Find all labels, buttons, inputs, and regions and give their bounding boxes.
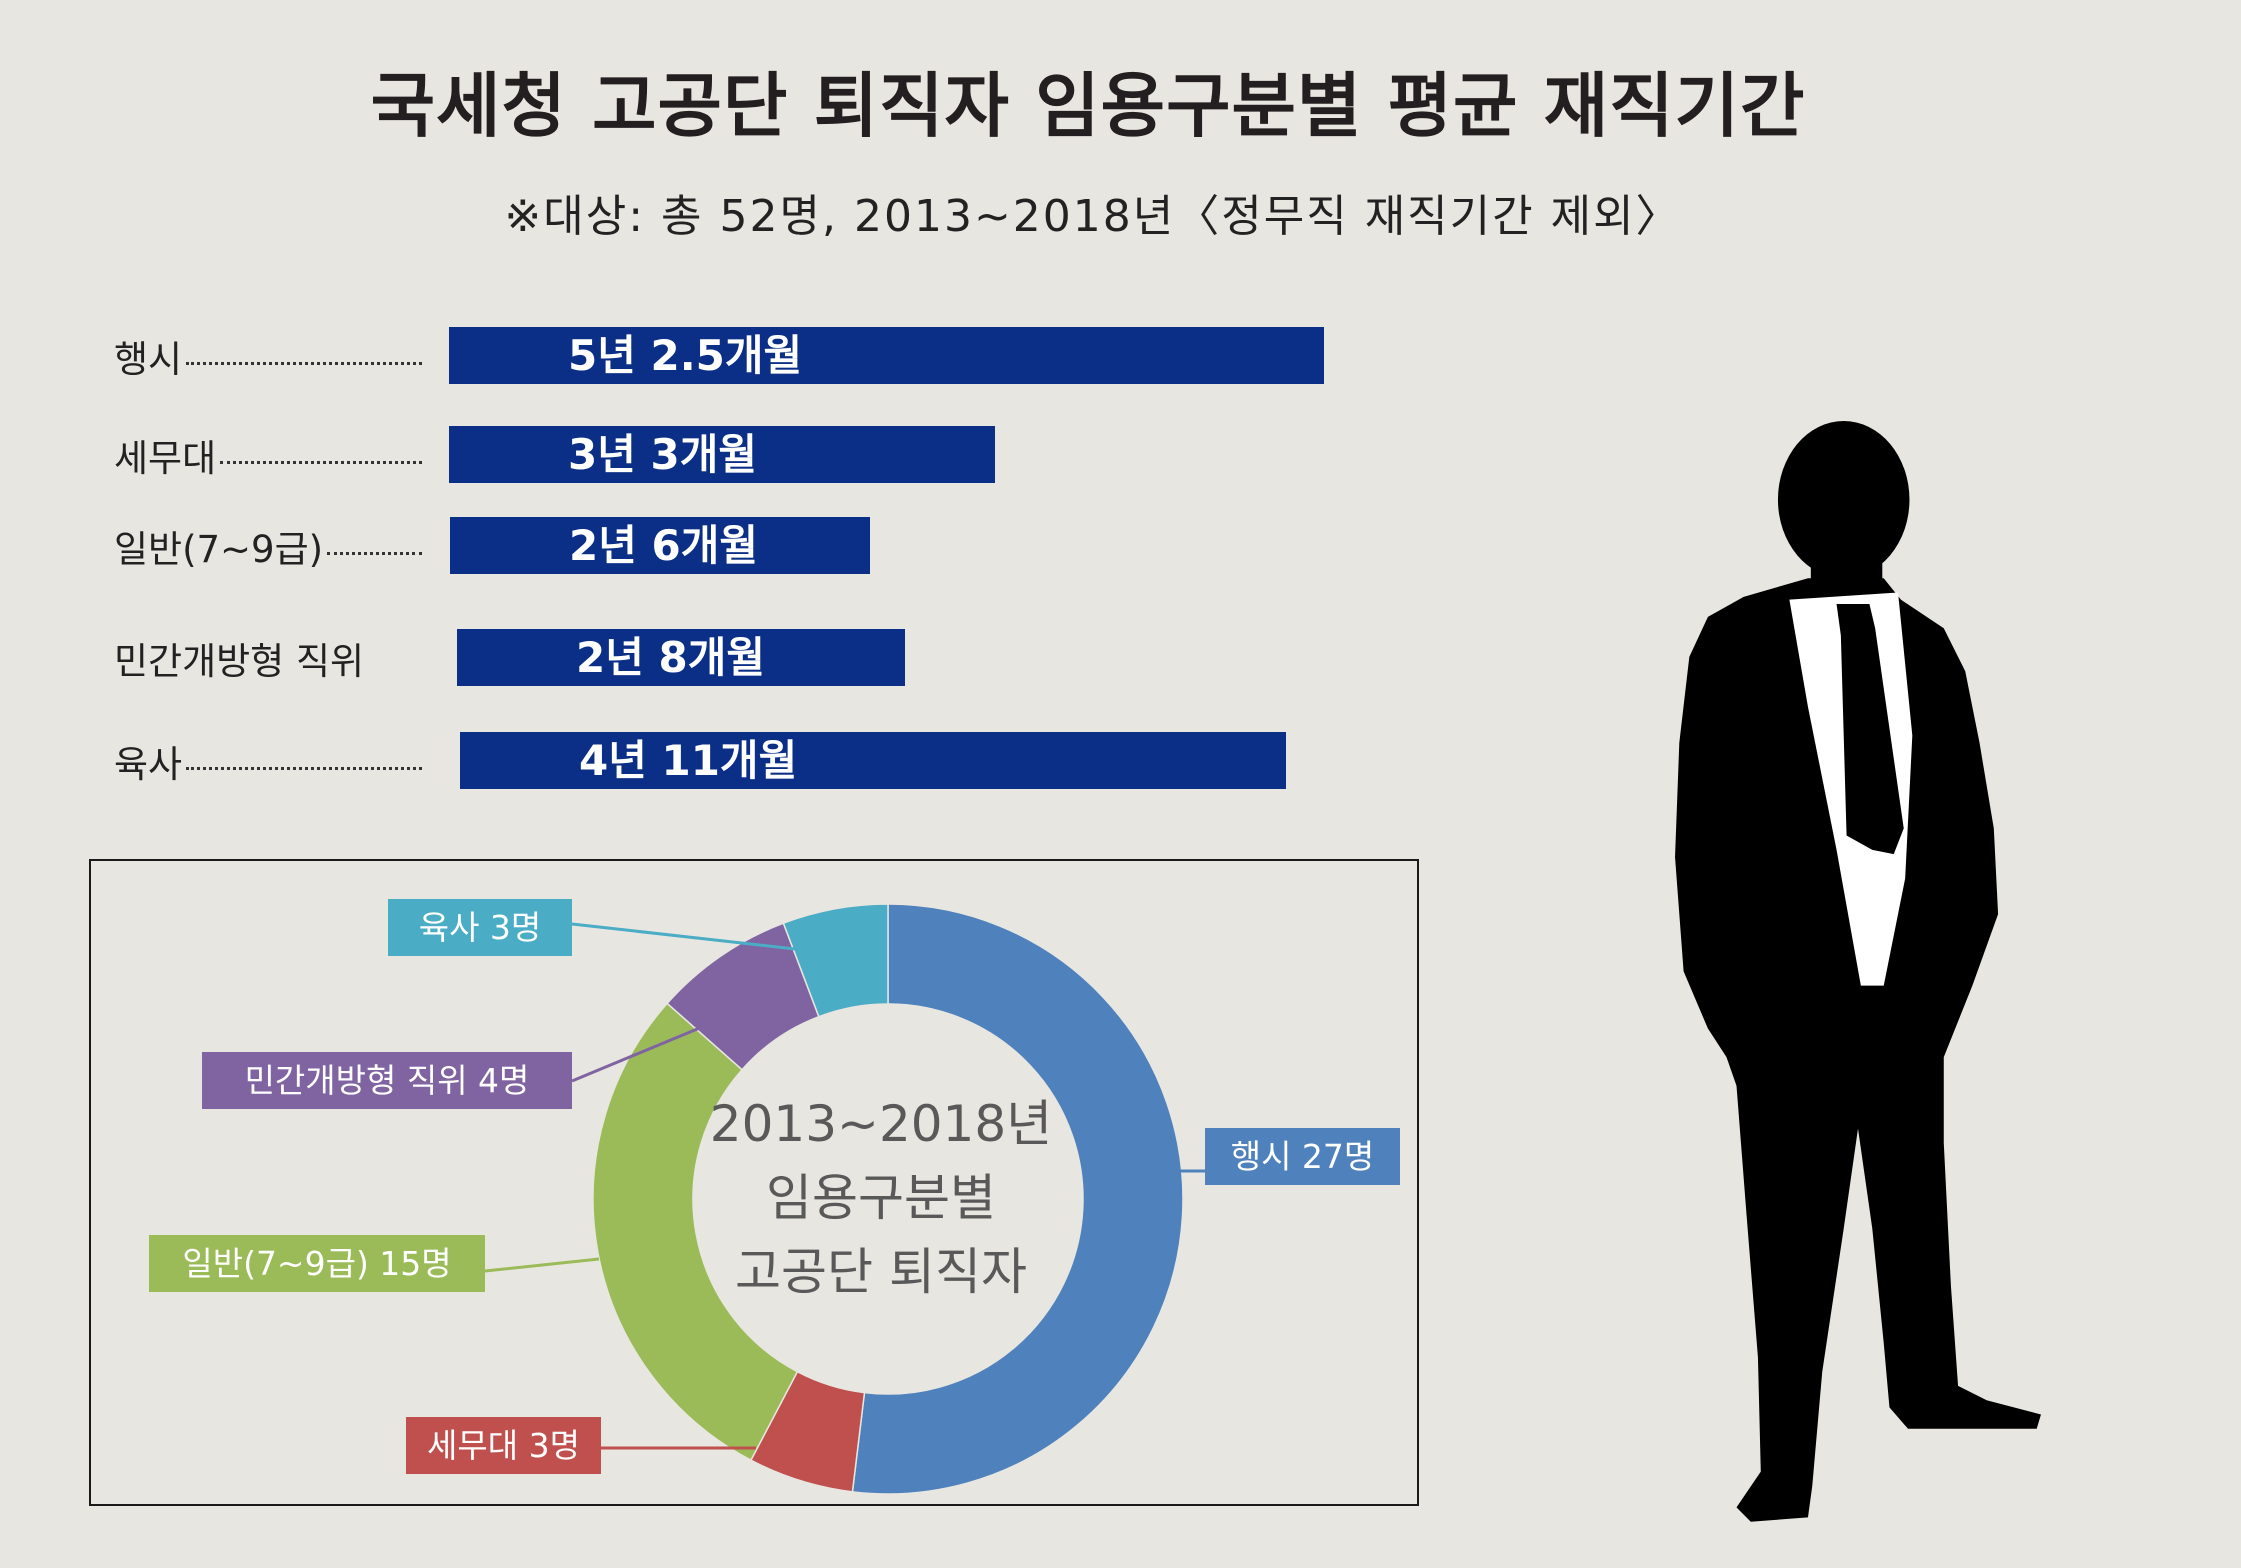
businessman-silhouette-icon: [1675, 421, 2041, 1522]
bar: 2년 8개월: [457, 629, 905, 686]
bar-category-label: 행시: [114, 327, 424, 384]
page-subtitle: ※대상: 총 52명, 2013~2018년〈정무직 재직기간 제외〉: [504, 191, 1682, 242]
bar-value-label: 4년 11개월: [579, 736, 798, 785]
bar-category-label: 세무대: [114, 426, 424, 483]
bar: 3년 3개월: [449, 426, 995, 483]
pie-data-label: 행시 27명: [1205, 1128, 1400, 1185]
pie-data-label: 일반(7~9급) 15명: [149, 1235, 485, 1292]
bar-category-text: 세무대: [114, 436, 217, 480]
donut-segments: [592, 903, 1184, 1495]
bar-category-label: 육사: [114, 732, 424, 789]
donut-center-line: 임용구분별: [766, 1169, 996, 1227]
bar-row-haengsi: 행시 5년 2.5개월: [0, 327, 1420, 384]
leader-dots: [186, 362, 422, 365]
bar-row-military-academy: 육사 4년 11개월: [0, 732, 1420, 789]
leader-dots: [327, 552, 422, 555]
bar: 4년 11개월: [460, 732, 1286, 789]
bar-row-ilban: 일반(7~9급) 2년 6개월: [0, 517, 1420, 574]
bar-category-label: 민간개방형 직위: [114, 629, 424, 686]
bar-category-text: 민간개방형 직위: [114, 639, 365, 683]
bar-value-label: 3년 3개월: [568, 430, 757, 479]
page-title: 국세청 고공단 퇴직자 임용구분별 평균 재직기간: [370, 65, 1806, 147]
leader-dots: [220, 461, 422, 464]
leader-line-ilban: [484, 1257, 600, 1273]
donut-chart: [484, 903, 1205, 1495]
bar: 5년 2.5개월: [449, 327, 1324, 384]
bar-value-label: 2년 6개월: [569, 521, 758, 570]
bar-value-label: 5년 2.5개월: [568, 331, 803, 380]
bar-row-open-position: 민간개방형 직위 2년 8개월: [0, 629, 1420, 686]
donut-segment-1: [851, 903, 1184, 1495]
bar-row-semudae: 세무대 3년 3개월: [0, 426, 1420, 483]
donut-center-line: 2013~2018년: [709, 1095, 1053, 1153]
pie-data-label: 민간개방형 직위 4명: [202, 1052, 572, 1109]
leader-line-open-position: [571, 1025, 703, 1083]
donut-segment-3: [592, 1002, 799, 1462]
donut-chart-panel: 육사 3명 민간개방형 직위 4명 행시 27명 일반(7~9급) 15명 세무…: [89, 859, 1419, 1506]
leader-dots: [186, 767, 422, 770]
bar-value-label: 2년 8개월: [576, 633, 765, 682]
bar-category-text: 일반(7~9급): [114, 527, 324, 571]
donut-center-line: 고공단 퇴직자: [735, 1243, 1027, 1301]
donut-center-text: 2013~2018년 임용구분별 고공단 퇴직자: [691, 1087, 1071, 1309]
pie-data-label: 세무대 3명: [406, 1417, 601, 1474]
bar: 2년 6개월: [450, 517, 870, 574]
donut-segment-5: [782, 903, 889, 1018]
bar-category-label: 일반(7~9급): [114, 517, 424, 574]
leader-line-military-academy: [571, 922, 796, 951]
bar-category-text: 육사: [114, 742, 183, 786]
pie-data-label: 육사 3명: [388, 899, 572, 956]
bar-category-text: 행시: [114, 337, 183, 381]
